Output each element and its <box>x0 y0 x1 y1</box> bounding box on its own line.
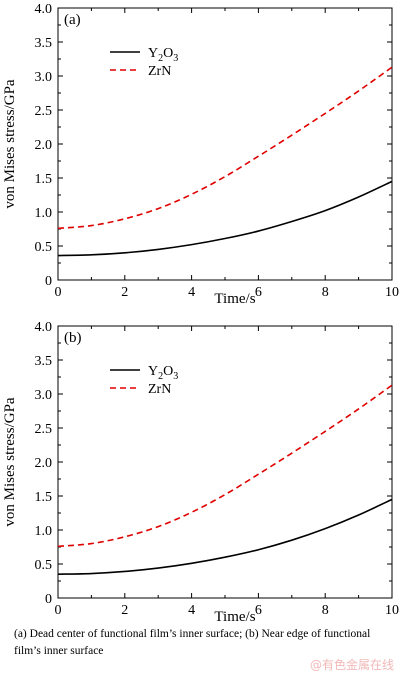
x-tick-label: 6 <box>255 603 262 618</box>
series-line-y2o3 <box>57 498 393 575</box>
x-tick-label: 8 <box>322 603 329 618</box>
y-tick-label: 0 <box>45 592 52 607</box>
x-tick-label: 8 <box>322 285 329 300</box>
y-tick-label: 2.0 <box>35 456 53 471</box>
x-tick-label: 0 <box>55 285 62 300</box>
x-tick-label: 4 <box>188 603 195 618</box>
y-tick-label: 3.5 <box>35 354 53 369</box>
y-tick-label: 2.5 <box>35 422 53 437</box>
legend-label-zrn: ZrN <box>148 382 171 397</box>
y-axis-label: von Mises stress/GPa <box>2 79 18 209</box>
panel-label: (a) <box>64 12 81 28</box>
y-tick-label: 4.0 <box>35 2 53 17</box>
series-line-y2o3 <box>57 180 393 257</box>
y-tick-label: 2.5 <box>35 104 53 119</box>
y-tick-label: 1.5 <box>35 172 53 187</box>
y-tick-label: 0.5 <box>35 240 53 255</box>
panel-label: (b) <box>64 330 82 346</box>
y-tick-label: 3.5 <box>35 36 53 51</box>
watermark: @有色金属在线 <box>309 658 394 672</box>
y-tick-label: 1.0 <box>35 524 53 539</box>
y-tick-label: 3.0 <box>35 70 53 85</box>
legend-label-zrn: ZrN <box>148 64 171 79</box>
chart-panel-b: 0 2 4 6 8 10 0 0.5 1.0 1.5 2.0 2.5 3.0 3.5 4.0 Time/s vo… <box>2 320 399 625</box>
chart-panel-a: 0 2 4 6 8 10 0 0.5 1.0 1.5 2.0 2.5 3.0 3.5 4.0 Time/s vo… <box>2 2 399 307</box>
x-tick-label: 0 <box>55 603 62 618</box>
y-tick-label: 3.0 <box>35 388 53 403</box>
x-tick-label: 2 <box>121 285 128 300</box>
y-tick-label: 2.0 <box>35 138 53 153</box>
y-tick-label: 0 <box>45 274 52 289</box>
x-tick-label: 4 <box>188 285 195 300</box>
x-tick-label: 10 <box>385 285 399 300</box>
legend-label-y2o3: Y2O3 <box>148 46 178 64</box>
y-tick-label: 0.5 <box>35 558 53 573</box>
figure-canvas: 0 2 4 6 8 10 0 0.5 1.0 1.5 2.0 2.5 3.0 3.5 4.0 Time/s vo… <box>2 2 399 625</box>
x-tick-label: 2 <box>121 603 128 618</box>
x-axis-label: Time/s <box>214 291 255 307</box>
x-axis-label: Time/s <box>214 609 255 625</box>
y-axis-label: von Mises stress/GPa <box>2 397 18 527</box>
legend-label-y2o3: Y2O3 <box>148 364 178 382</box>
x-tick-label: 6 <box>255 285 262 300</box>
figure-caption: (a) Dead center of functional film’s inn… <box>14 628 371 657</box>
x-tick-label: 10 <box>385 603 399 618</box>
y-tick-label: 1.0 <box>35 206 53 221</box>
y-tick-label: 1.5 <box>35 490 53 505</box>
y-tick-label: 4.0 <box>35 320 53 335</box>
